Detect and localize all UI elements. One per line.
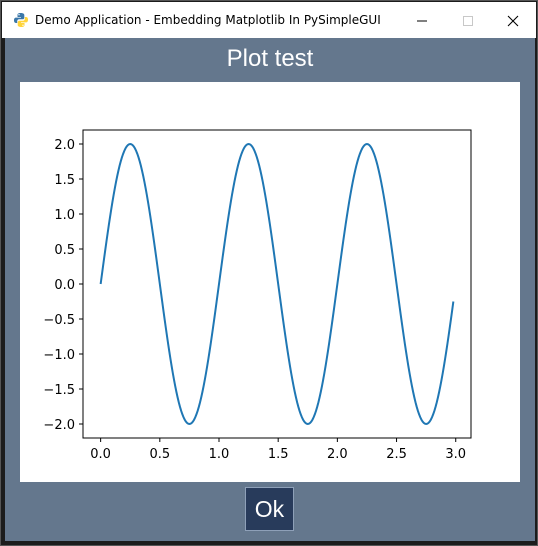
- plot-canvas: 0.0 0.5 1.0 1.5 2.0 2.5 3.0 2.0 1.5 1.0 0.5 0.0 −0.…: [20, 82, 520, 482]
- x-tick-label: 2.0: [327, 447, 348, 462]
- x-tick-label: 0.5: [149, 447, 170, 462]
- y-tick-label: 1.5: [54, 173, 75, 188]
- window-content: Plot test 0.0 0.5 1.0 1.5 2.0 2.5 3.0 2.0 1.5 1.…: [5, 38, 535, 541]
- python-logo-icon: [13, 12, 29, 28]
- y-tick-label: 0.5: [54, 243, 75, 258]
- y-tick-label: 0.0: [54, 278, 75, 293]
- y-tick-label: −1.0: [43, 348, 75, 363]
- x-tick-label: 1.5: [268, 447, 289, 462]
- y-tick-label: 1.0: [54, 208, 75, 223]
- close-icon: [507, 15, 519, 27]
- x-tick-label: 1.0: [209, 447, 230, 462]
- y-tick-label: 2.0: [54, 138, 75, 153]
- y-tick-label: −1.5: [43, 383, 75, 398]
- ok-button[interactable]: Ok: [245, 487, 294, 531]
- window-title: Demo Application - Embedding Matplotlib …: [35, 13, 381, 27]
- minimize-button[interactable]: [399, 3, 445, 39]
- minimize-icon: [417, 20, 427, 22]
- y-tick-label: −0.5: [43, 313, 75, 328]
- series-line: [99, 142, 455, 426]
- close-button[interactable]: [490, 3, 536, 39]
- plot-heading: Plot test: [226, 45, 314, 72]
- x-tick-label: 0.0: [90, 447, 111, 462]
- sine-chart: 0.0 0.5 1.0 1.5 2.0 2.5 3.0 2.0 1.5 1.0 0.5 0.0 −0.…: [43, 129, 472, 462]
- y-tick-label: −2.0: [43, 418, 75, 433]
- x-tick-label: 3.0: [445, 447, 466, 462]
- x-tick-label: 2.5: [386, 447, 407, 462]
- maximize-icon: [463, 16, 473, 26]
- title-bar[interactable]: Demo Application - Embedding Matplotlib …: [2, 2, 536, 38]
- maximize-button[interactable]: [445, 3, 491, 39]
